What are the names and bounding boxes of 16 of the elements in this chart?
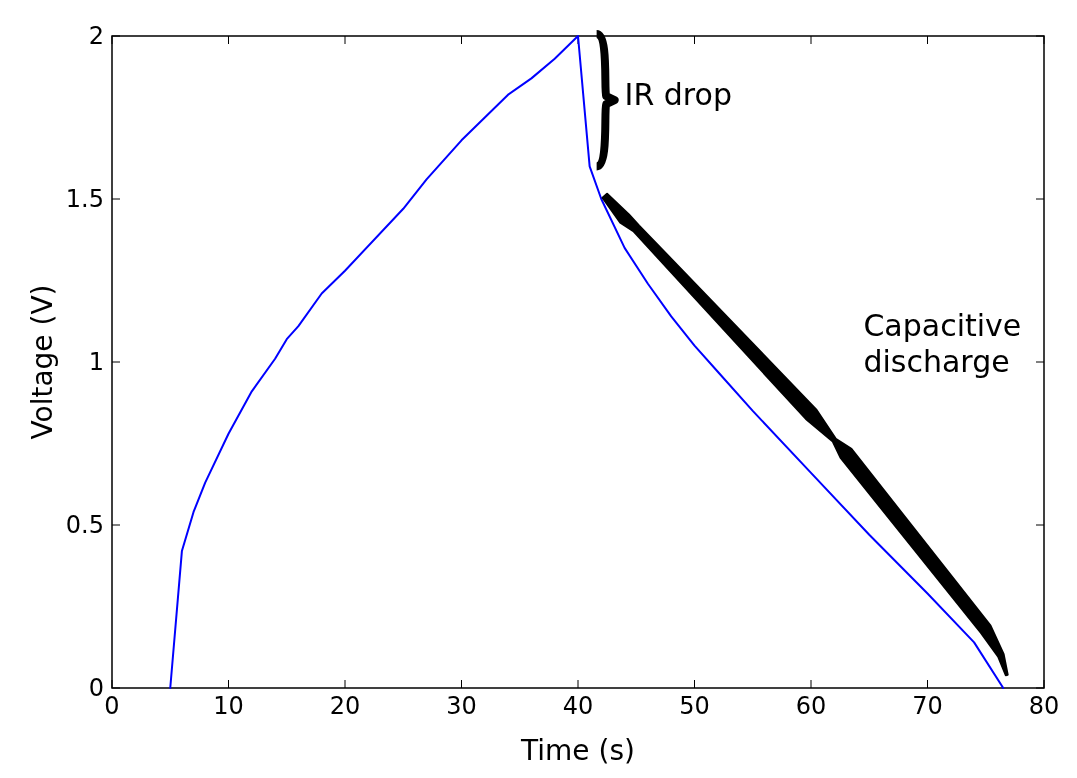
annotation: IR drop [624,77,732,113]
x-tick-label: 60 [795,692,827,720]
y-tick-label: 2 [88,22,104,51]
x-tick-label: 30 [446,692,477,720]
x-tick-label: 50 [679,692,710,720]
x-tick-label: 10 [213,692,244,720]
y-axis-title: Voltage (V) [26,284,59,440]
x-tick-label: 70 [912,692,943,720]
y-tick-label: 1 [88,348,104,377]
y-tick-label: 1.5 [65,185,104,214]
y-tick-label: 0.5 [65,511,104,540]
annotation: Capacitive discharge [863,307,1022,379]
x-axis-title: Time (s) [520,734,635,767]
x-tick-label: 20 [329,692,361,720]
x-tick-label: 40 [562,692,594,720]
x-tick-label: 80 [1028,692,1060,720]
